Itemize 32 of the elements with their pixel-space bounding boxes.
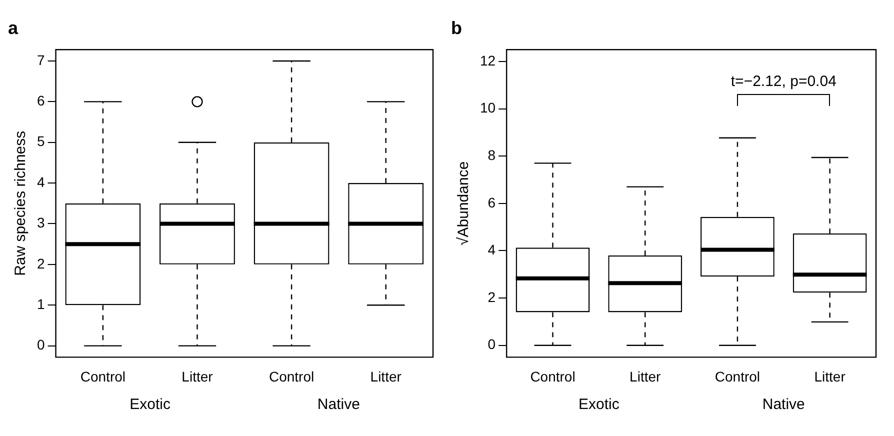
x-tick-label: Litter	[814, 368, 846, 384]
x-tick-label: Control	[714, 368, 760, 384]
x-tick-label: Litter	[630, 368, 662, 384]
y-tick-label: 6	[488, 194, 496, 210]
y-tick-label: 12	[480, 52, 496, 68]
y-tick-label: 1	[36, 296, 45, 312]
y-tick-label: 3	[36, 214, 45, 231]
y-tick-label: 10	[480, 100, 496, 116]
y-tick-label: 0	[488, 336, 496, 352]
y-axis-title: Raw species richness	[12, 130, 30, 276]
text: Native	[317, 396, 360, 413]
x-tick-label: Control	[268, 368, 314, 384]
text: Native	[762, 396, 805, 413]
text: Exotic	[130, 396, 172, 413]
y-tick-label: 7	[36, 52, 45, 68]
text: Exotic	[578, 396, 620, 413]
x-tick-label: Control	[530, 368, 576, 384]
y-tick-label: 2	[36, 255, 45, 272]
chart-title: b	[451, 18, 462, 38]
y-tick-label: 2	[488, 288, 496, 305]
annotation: t=−2.12, p=0.04	[730, 73, 836, 90]
x-tick-label: Litter	[182, 368, 214, 384]
y-tick-label: 4	[36, 174, 45, 190]
y-tick-label: 8	[488, 146, 496, 163]
y-tick-label: 4	[488, 242, 496, 258]
x-tick-label: Control	[80, 368, 126, 384]
y-tick-label: 0	[36, 336, 45, 353]
y-axis-title: √Abundance	[455, 161, 472, 246]
y-tick-label: 6	[36, 92, 45, 109]
y-tick-label: 5	[36, 133, 45, 150]
chart-title: a	[8, 18, 19, 38]
x-tick-label: Litter	[370, 368, 402, 384]
